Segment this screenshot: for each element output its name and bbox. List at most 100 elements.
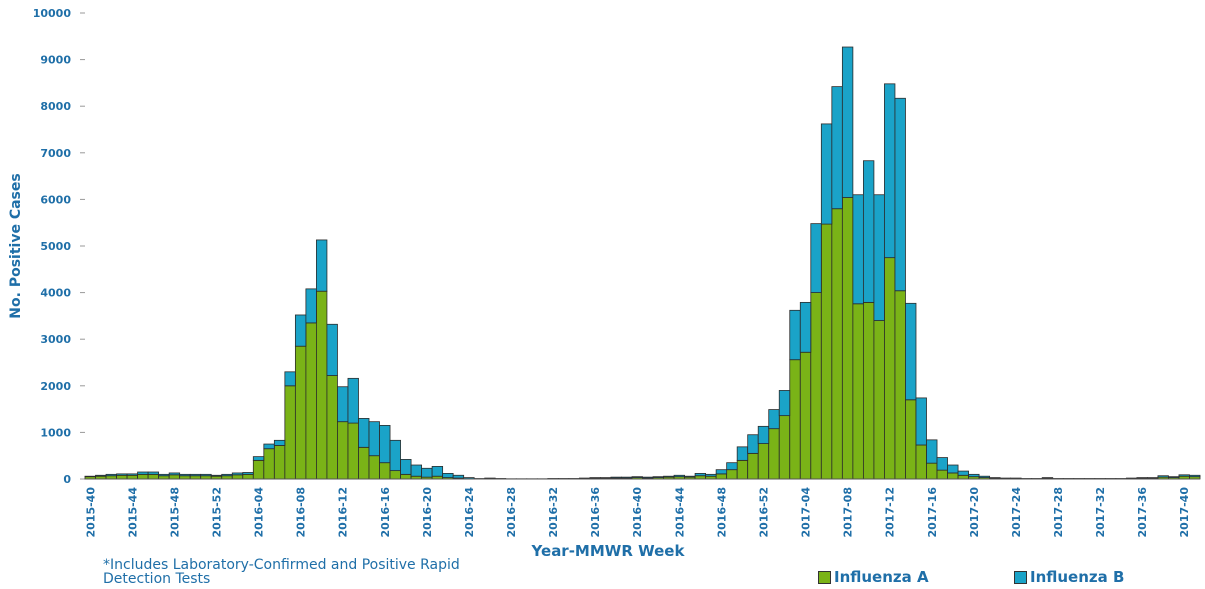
bar-segment: [926, 462, 938, 480]
legend-swatch: [818, 570, 831, 584]
bar-segment: [820, 223, 833, 480]
bar-segment: [316, 290, 328, 480]
bar-segment: [400, 459, 412, 475]
x-tick-label: 2015-44: [126, 487, 139, 538]
y-tick-label: 8000: [40, 100, 71, 113]
footnote: *Includes Laboratory-Confirmed and Posit…: [103, 557, 460, 587]
bar-segment: [179, 473, 191, 477]
x-tick-label: 2015-40: [84, 487, 97, 538]
bar-segment: [768, 409, 780, 430]
bar-segment: [968, 473, 980, 478]
bar-segment: [305, 322, 317, 480]
bar-segment: [337, 386, 349, 423]
bar-segment: [747, 434, 759, 454]
y-tick-label: 1000: [40, 426, 71, 439]
bar-segment: [347, 377, 359, 424]
bar-segment: [1189, 474, 1201, 478]
bar-segment: [757, 425, 770, 444]
bar-segment: [663, 475, 675, 478]
bar-segment: [1178, 474, 1190, 477]
y-tick-label: 4000: [40, 287, 71, 300]
bar-segment: [841, 46, 854, 198]
bar-segment: [799, 351, 812, 480]
bar-segment: [379, 462, 391, 480]
x-tick-label: 2016-12: [337, 487, 350, 538]
bar-segment: [610, 476, 622, 479]
bar-segment: [263, 443, 275, 450]
bar-segment: [284, 371, 296, 387]
bar-segment: [926, 439, 938, 464]
bar-segment: [284, 385, 296, 480]
x-tick-label: 2017-04: [800, 487, 813, 538]
bar-segment: [831, 208, 843, 480]
bar-segment: [589, 477, 601, 479]
x-tick-label: 2016-08: [295, 487, 308, 538]
bar-segment: [894, 290, 906, 480]
bar-segment: [210, 474, 223, 477]
x-tick-label: 2017-16: [926, 487, 939, 538]
x-tick-label: 2016-44: [673, 487, 686, 538]
x-tick-label: 2015-48: [168, 487, 181, 538]
bar-segment: [936, 469, 948, 480]
x-tick-label: 2016-40: [631, 487, 644, 538]
x-tick-label: 2017-20: [968, 487, 981, 538]
bar-segment: [116, 474, 128, 480]
bar-segment: [684, 475, 696, 478]
x-tick-label: 2017-28: [1052, 487, 1065, 538]
bar-segment: [642, 476, 654, 479]
bar-segment: [337, 421, 349, 480]
bar-segment: [905, 302, 917, 401]
legend-label: Influenza B: [1030, 568, 1125, 586]
y-tick-label: 9000: [40, 54, 71, 67]
bar-segment: [947, 464, 959, 474]
bar-segment: [116, 473, 128, 476]
bar-segment: [294, 345, 307, 480]
bar-segment: [200, 473, 212, 477]
bar-segment: [252, 456, 265, 461]
bar-segment: [705, 473, 717, 477]
x-tick-label: 2017-36: [1136, 487, 1149, 538]
y-tick-label: 0: [63, 473, 71, 486]
y-tick-label: 5000: [40, 240, 71, 253]
x-tick-label: 2016-48: [715, 487, 728, 538]
bar-segment: [621, 476, 633, 479]
bar-segment: [358, 446, 370, 480]
bar-segment: [410, 464, 423, 477]
bar-segment: [168, 472, 181, 476]
bar-segment: [452, 474, 465, 479]
bar-segment: [810, 223, 822, 294]
bar-segment: [989, 477, 1001, 479]
bar-segment: [673, 474, 685, 478]
bar-segment: [789, 309, 801, 361]
bar-segment: [789, 359, 801, 480]
bar-segment: [873, 320, 885, 480]
bar-segment: [736, 446, 749, 461]
bar-segment: [316, 239, 328, 292]
bar-segment: [841, 197, 854, 480]
bar-segment: [105, 473, 117, 477]
bar-segment: [168, 474, 181, 480]
legend-item: Influenza B: [1014, 568, 1124, 586]
bar-segment: [947, 472, 959, 480]
bar-segment: [231, 474, 244, 480]
y-tick-label: 6000: [40, 193, 71, 206]
bar-segment: [231, 472, 244, 476]
bar-segment: [768, 428, 780, 480]
bar-segment: [126, 474, 138, 480]
x-tick-label: 2016-16: [379, 487, 392, 538]
bar-segment: [1157, 475, 1169, 478]
bar-segment: [147, 471, 160, 475]
bar-segment: [915, 444, 927, 480]
bar-segment: [294, 314, 307, 347]
bar-segment: [978, 475, 991, 479]
bar-segment: [242, 473, 254, 480]
bar-segment: [137, 473, 149, 480]
x-tick-label: 2017-12: [884, 487, 897, 538]
bar-segment: [726, 462, 738, 471]
bar-segment: [305, 288, 317, 324]
bar-segment: [400, 473, 412, 480]
x-tick-label: 2017-24: [1010, 487, 1023, 538]
bar-segment: [600, 477, 612, 479]
bar-segment: [862, 160, 875, 303]
